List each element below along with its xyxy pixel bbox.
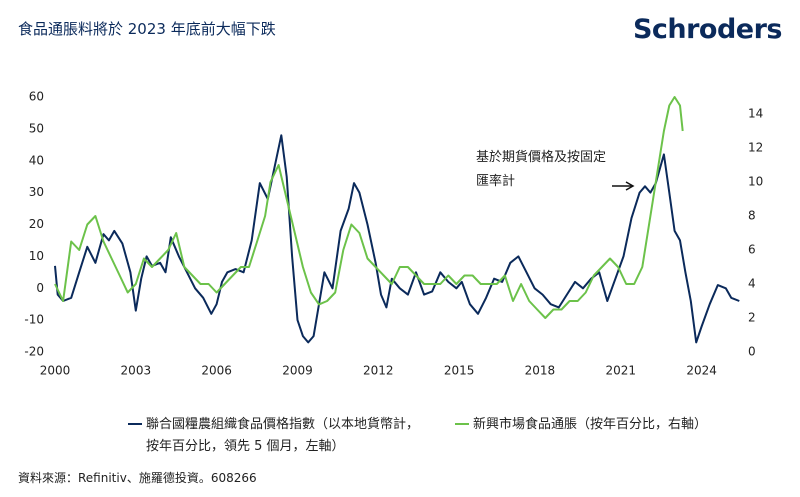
y-tick-label: -10	[24, 313, 44, 327]
y2-tick-label: 12	[748, 141, 763, 155]
x-tick-label: 2024	[686, 364, 717, 378]
x-tick-label: 2000	[40, 364, 71, 378]
y-tick-label: 20	[29, 217, 44, 231]
y2-tick-label: 2	[748, 311, 756, 325]
series-line	[54, 96, 684, 319]
annotation: 基於期貨價格及按固定匯率計	[476, 150, 607, 189]
x-tick-label: 2006	[201, 364, 232, 378]
y-tick-label: -20	[24, 345, 44, 359]
legend-label: 新興市場食品通脹（按年百分比，右軸）	[473, 417, 708, 432]
y2-tick-label: 10	[748, 175, 763, 189]
y2-tick-label: 8	[748, 209, 756, 223]
x-tick-label: 2003	[121, 364, 152, 378]
x-tick-label: 2018	[525, 364, 556, 378]
x-tick-label: 2015	[444, 364, 475, 378]
legend-label: 聯合國糧農組織食品價格指數（以本地貨幣計，按年百分比，領先 5 個月，左軸）	[146, 417, 420, 454]
x-tick-label: 2021	[605, 364, 636, 378]
y2-tick-label: 14	[748, 107, 763, 121]
legend-item: 聯合國糧農組織食品價格指數（以本地貨幣計，按年百分比，領先 5 個月，左軸）	[128, 414, 423, 458]
x-tick-label: 2012	[363, 364, 394, 378]
legend-item: 新興市場食品通脹（按年百分比，右軸）	[455, 414, 775, 436]
legend-swatch	[455, 423, 469, 425]
y-tick-label: 40	[29, 153, 44, 167]
brand-logo: Schroders	[632, 14, 783, 45]
y-tick-label: 30	[29, 185, 44, 199]
series-line	[54, 134, 740, 344]
source-note: 資料來源：Refinitiv、施羅德投資。608266	[18, 471, 257, 485]
annotation-arrowhead	[625, 181, 635, 191]
y2-tick-label: 6	[748, 243, 756, 257]
y-tick-label: 50	[29, 121, 44, 135]
y-tick-label: 10	[29, 249, 44, 263]
y2-tick-label: 4	[748, 277, 756, 291]
chart-title: 食品通脹料將於 2023 年底前大幅下跌	[18, 20, 276, 38]
y-tick-label: 0	[36, 281, 44, 295]
legend-swatch	[128, 423, 142, 425]
y2-tick-label: 0	[748, 345, 756, 359]
y-tick-label: 60	[29, 90, 44, 104]
x-tick-label: 2009	[282, 364, 313, 378]
